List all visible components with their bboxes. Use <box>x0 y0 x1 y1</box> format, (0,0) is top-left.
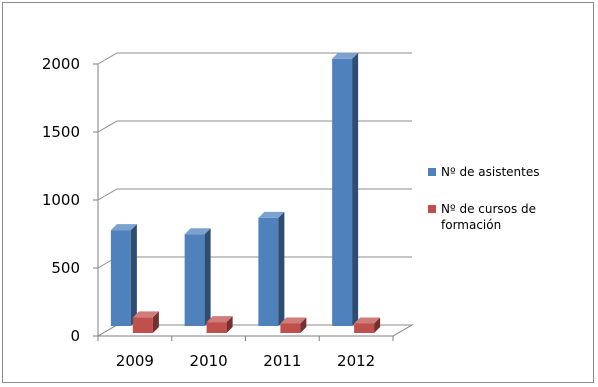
legend-item: Nº de asistentes <box>428 165 539 179</box>
bar-side <box>204 228 211 326</box>
y-tick-label: 2000 <box>42 55 80 73</box>
legend-label: Nº de cursos de formación <box>441 202 536 232</box>
bar-side <box>300 317 307 333</box>
gridlines <box>93 52 412 337</box>
bar-top <box>206 316 233 323</box>
y-tick-label: 1000 <box>42 191 80 209</box>
bar-cursos-2009 <box>132 311 159 333</box>
legend-swatch <box>428 205 436 213</box>
bar-top <box>354 317 381 324</box>
bars <box>110 52 381 333</box>
bar-asistentes-2010 <box>184 228 211 326</box>
legend-swatch <box>428 168 436 176</box>
bar-cursos-2010 <box>206 316 233 333</box>
bar-cursos-2011 <box>280 317 307 333</box>
y-tick-label: 0 <box>70 327 80 345</box>
bar-top <box>132 311 159 318</box>
x-tick-label: 2012 <box>337 352 375 370</box>
x-tick-label: 2011 <box>263 352 301 370</box>
gridline <box>97 120 412 133</box>
y-tick-label: 500 <box>51 259 80 277</box>
bar-front <box>354 323 375 333</box>
bar-front <box>206 322 227 333</box>
bar-side <box>278 211 285 326</box>
bar-asistentes-2009 <box>110 224 137 326</box>
bar-top <box>280 317 307 324</box>
y-tick-label: 1500 <box>42 123 80 141</box>
x-tick-label: 2009 <box>116 352 154 370</box>
gridline <box>97 256 412 269</box>
bar-side <box>130 224 137 326</box>
chart-walls <box>96 64 414 337</box>
bar-top <box>110 224 137 231</box>
gridline <box>97 188 412 201</box>
bar-side <box>374 317 381 333</box>
gridline <box>97 52 412 65</box>
bar-front <box>258 217 279 326</box>
x-axis-ticks: 2009 2010 2011 2012 <box>97 336 394 370</box>
bar-front <box>110 230 131 326</box>
bar-top <box>332 52 359 59</box>
legend-label: Nº de asistentes <box>441 165 539 179</box>
bar-asistentes-2012 <box>332 52 359 326</box>
bar-front <box>132 317 153 333</box>
bar-side <box>226 316 233 333</box>
bar-cursos-2012 <box>354 317 381 333</box>
bar-top <box>184 228 211 235</box>
bar-front <box>332 58 353 326</box>
bar-front <box>184 234 205 326</box>
bar-asistentes-2011 <box>258 211 285 326</box>
bar-top <box>258 211 285 218</box>
legend: Nº de asistentes Nº de cursos de formación <box>428 165 539 232</box>
bar-front <box>280 323 301 333</box>
legend-item: Nº de cursos de formación <box>428 202 536 232</box>
y-axis-ticks: 0 500 1000 1500 2000 <box>42 55 80 345</box>
bar-side <box>152 311 159 333</box>
x-tick-label: 2010 <box>190 352 228 370</box>
bar-side <box>352 52 359 326</box>
